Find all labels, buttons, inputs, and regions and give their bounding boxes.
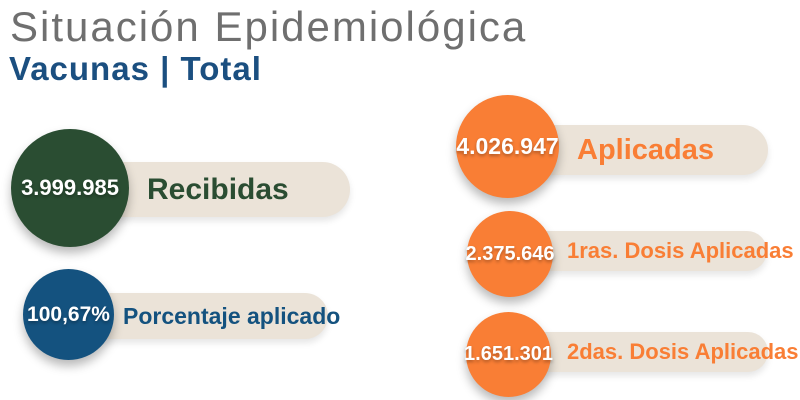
- page-title: Situación Epidemiológica: [10, 3, 528, 50]
- recibidas-label: Recibidas: [147, 172, 289, 206]
- aplicadas-label: Aplicadas: [577, 133, 714, 166]
- primeras-dosis-value-circle: 2.375.646: [465, 211, 555, 297]
- porcentaje-value-circle: 100,67%: [23, 269, 114, 360]
- porcentaje-label: Porcentaje aplicado: [123, 302, 341, 329]
- page-subtitle: Vacunas | Total: [9, 50, 262, 87]
- recibidas-value: 3.999.985: [21, 175, 119, 200]
- segundas-dosis-label: 2das. Dosis Aplicadas: [567, 339, 799, 364]
- primeras-dosis-label: 1ras. Dosis Aplicadas: [567, 238, 794, 263]
- recibidas-value-circle: 3.999.985: [11, 129, 129, 247]
- porcentaje-value: 100,67%: [27, 302, 110, 326]
- segundas-dosis-value-circle: 1.651.301: [464, 312, 553, 397]
- segundas-dosis-value: 1.651.301: [464, 343, 553, 365]
- aplicadas-value: 4.026.947: [456, 133, 559, 159]
- primeras-dosis-value: 2.375.646: [465, 242, 555, 265]
- aplicadas-value-circle: 4.026.947: [456, 95, 559, 198]
